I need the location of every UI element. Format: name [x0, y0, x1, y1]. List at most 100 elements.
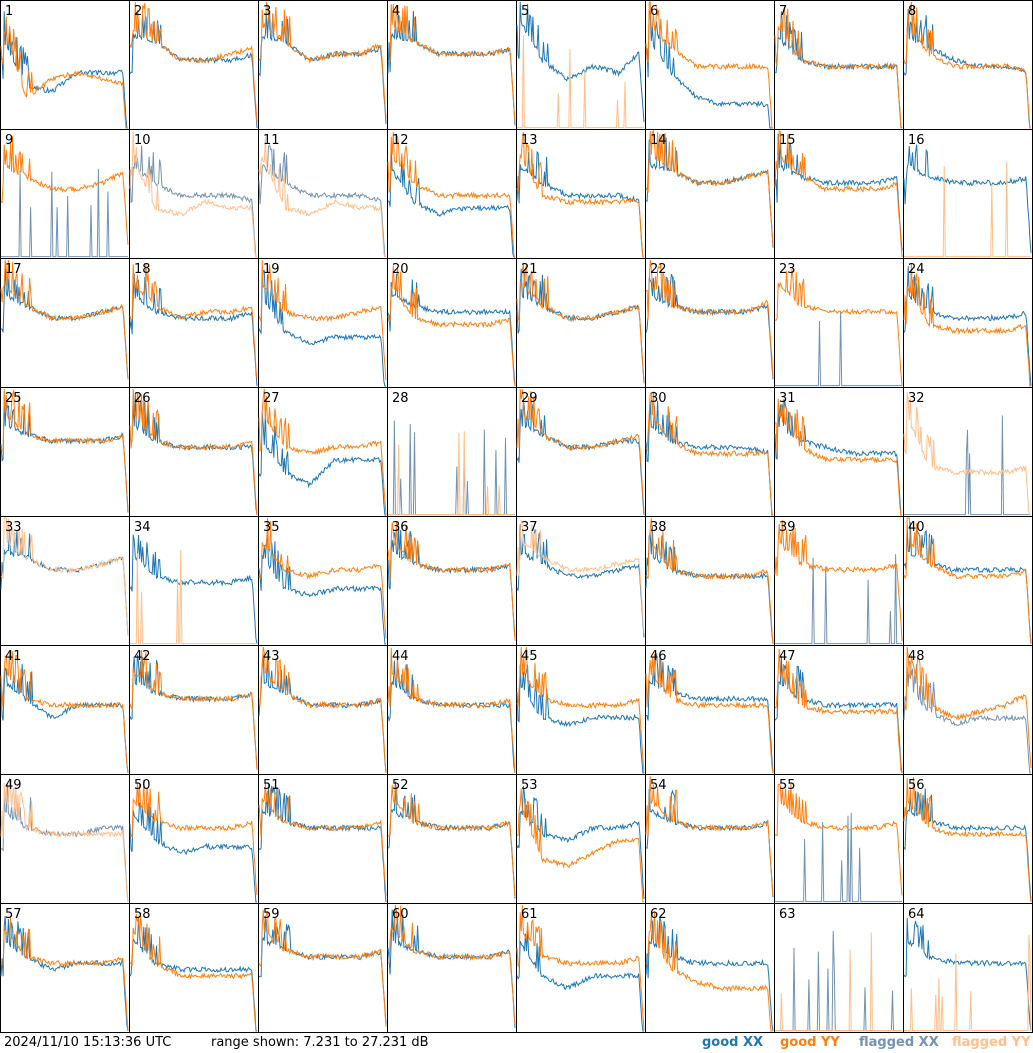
panel-frame — [903, 774, 1033, 904]
series-xx-40 — [903, 522, 1032, 645]
panel-label: 62 — [650, 907, 667, 922]
spectrum-panel-29: 29 — [516, 387, 646, 517]
panel-label: 20 — [392, 262, 409, 277]
series-yy-36 — [387, 521, 516, 641]
panel-frame — [129, 129, 259, 259]
panel-label: 27 — [263, 391, 280, 406]
panel-label: 43 — [263, 649, 280, 664]
series-yy-64 — [904, 934, 1032, 1032]
series-xx-54 — [645, 788, 774, 898]
series-xx-1 — [0, 11, 128, 129]
panel-frame — [645, 387, 775, 517]
series-yy-34 — [130, 549, 257, 645]
panel-frame — [774, 516, 904, 646]
series-yy-35 — [258, 517, 387, 639]
series-yy-11 — [258, 137, 386, 258]
spectrum-panel-35: 35 — [258, 516, 388, 646]
series-yy-60 — [387, 904, 516, 1025]
series-yy-44 — [387, 647, 516, 774]
series-yy-54 — [645, 776, 774, 896]
spectrum-panel-38: 38 — [645, 516, 775, 646]
panel-frame — [0, 258, 130, 388]
series-xx-51 — [258, 784, 387, 903]
panel-label: 53 — [521, 778, 538, 793]
panel-frame — [516, 258, 646, 388]
spectrum-panel-53: 53 — [516, 774, 646, 904]
spectrum-panel-41: 41 — [0, 645, 130, 775]
series-xx-19 — [258, 269, 386, 387]
spectrum-panel-5: 5 — [516, 0, 646, 130]
spectrum-panel-37: 37 — [516, 516, 646, 646]
panel-frame — [645, 258, 775, 388]
series-yy-50 — [129, 779, 258, 896]
spectrum-panel-21: 21 — [516, 258, 646, 388]
panel-label: 9 — [5, 133, 13, 148]
series-xx-4 — [387, 10, 516, 126]
panel-label: 12 — [392, 133, 409, 148]
legend-flagged-xx: flagged XX — [859, 1035, 939, 1050]
series-yy-7 — [774, 8, 902, 129]
panel-frame — [774, 903, 904, 1033]
series-yy-59 — [258, 909, 387, 1027]
series-xx-22 — [645, 274, 774, 380]
series-yy-47 — [774, 649, 903, 774]
panel-frame — [129, 774, 259, 904]
series-xx-47 — [774, 656, 903, 774]
spectrum-panel-47: 47 — [774, 645, 904, 775]
panel-label: 59 — [263, 907, 280, 922]
panel-label: 47 — [779, 649, 796, 664]
series-yy-5 — [517, 35, 644, 129]
panel-label: 33 — [5, 520, 22, 535]
panel-label: 16 — [908, 133, 925, 148]
spectrum-panel-59: 59 — [258, 903, 388, 1033]
panel-label: 48 — [908, 649, 925, 664]
series-yy-38 — [645, 518, 774, 644]
panel-label: 34 — [134, 520, 151, 535]
legend-good-xx: good XX — [702, 1035, 764, 1050]
series-yy-51 — [258, 783, 387, 897]
series-yy-2 — [129, 1, 258, 123]
series-xx-9 — [1, 168, 128, 258]
spectrum-panel-46: 46 — [645, 645, 775, 775]
panel-label: 5 — [521, 4, 529, 19]
series-xx-55 — [775, 812, 902, 903]
series-yy-13 — [516, 132, 644, 258]
spectrum-panel-30: 30 — [645, 387, 775, 517]
series-yy-10 — [129, 130, 257, 258]
series-yy-43 — [258, 646, 387, 774]
panel-label: 58 — [134, 907, 151, 922]
series-yy-12 — [387, 131, 516, 258]
panel-frame — [774, 645, 904, 775]
spectrum-panel-52: 52 — [387, 774, 517, 904]
panel-label: 3 — [263, 4, 271, 19]
panel-label: 1 — [5, 4, 13, 19]
series-yy-27 — [258, 388, 387, 516]
panel-frame — [0, 0, 130, 130]
panel-label: 54 — [650, 778, 667, 793]
series-xx-39 — [775, 554, 902, 645]
panel-frame — [387, 903, 517, 1033]
series-xx-53 — [516, 786, 645, 899]
series-xx-57 — [0, 915, 129, 1032]
series-yy-16 — [904, 161, 1031, 258]
spectrum-panel-25: 25 — [0, 387, 130, 517]
series-yy-49 — [0, 777, 129, 903]
series-xx-11 — [258, 144, 386, 258]
series-yy-61 — [516, 904, 645, 1031]
panel-label: 14 — [650, 133, 667, 148]
series-xx-32 — [904, 415, 1031, 516]
panel-label: 25 — [5, 391, 22, 406]
series-xx-58 — [129, 919, 258, 1032]
panel-label: 15 — [779, 133, 796, 148]
panel-label: 52 — [392, 778, 409, 793]
panel-label: 32 — [908, 391, 925, 406]
series-yy-31 — [775, 398, 902, 516]
panel-label: 45 — [521, 649, 538, 664]
spectrum-panel-63: 63 — [774, 903, 904, 1033]
series-xx-48 — [903, 660, 1031, 774]
spectrum-panel-56: 56 — [903, 774, 1033, 904]
panel-label: 26 — [134, 391, 151, 406]
series-yy-17 — [0, 259, 129, 380]
series-yy-1 — [0, 16, 128, 129]
series-yy-25 — [0, 388, 129, 510]
